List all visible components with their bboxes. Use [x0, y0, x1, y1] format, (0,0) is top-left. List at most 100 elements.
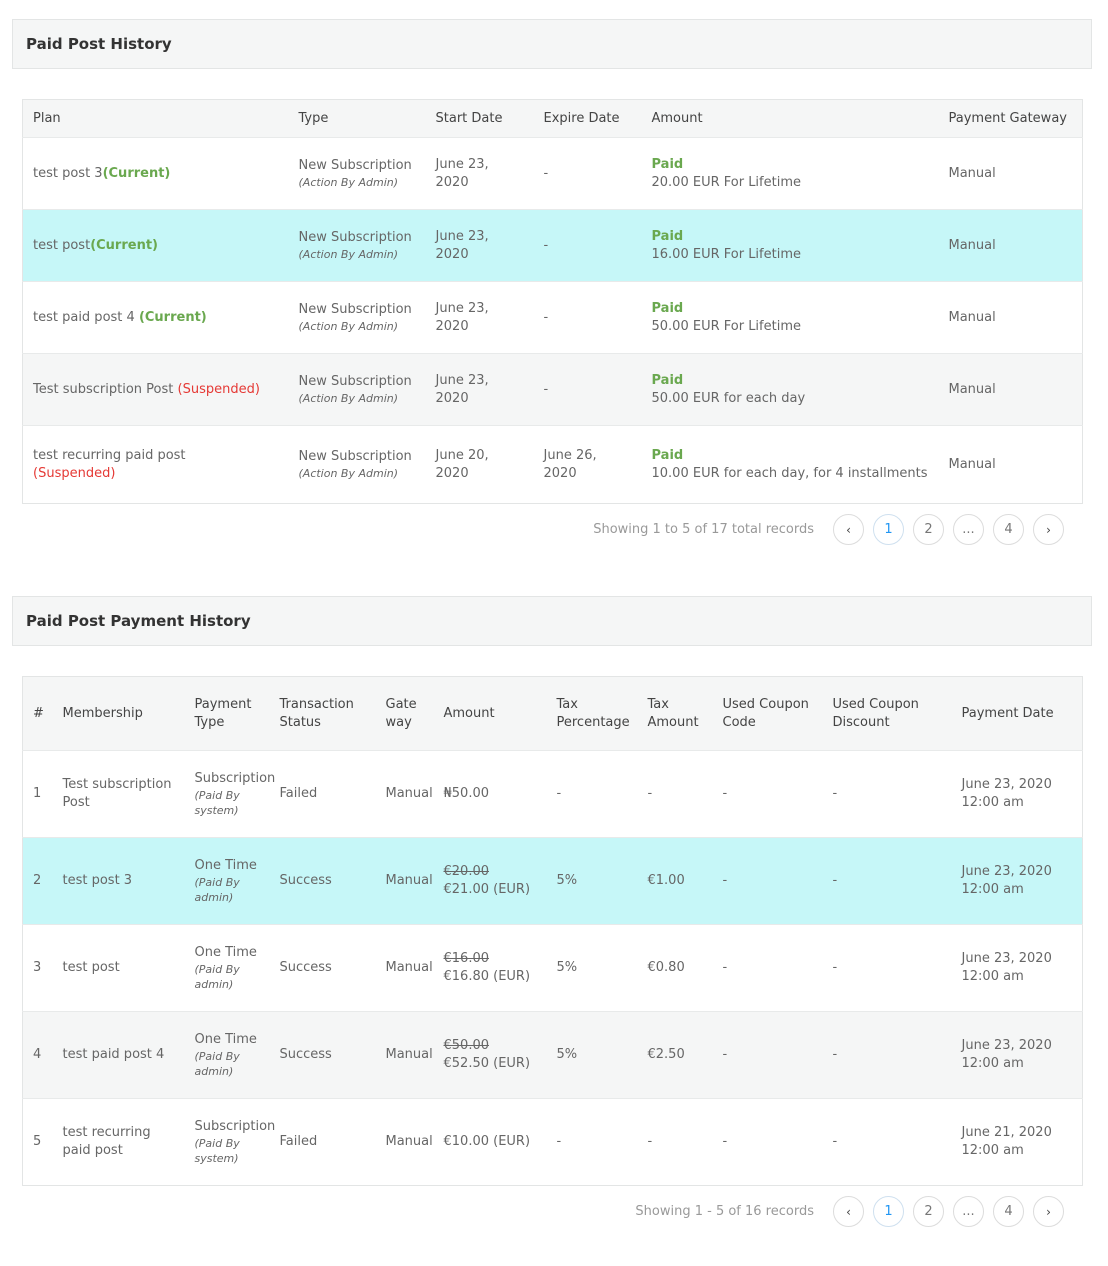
pagination-info: Showing 1 to 5 of 17 total records	[593, 522, 814, 537]
type-cell: New Subscription (Action By Admin)	[288, 281, 426, 354]
page-ellipsis-button[interactable]: ...	[953, 514, 984, 545]
gateway: Manual	[375, 924, 434, 1012]
start-date: June 23, 2020	[425, 137, 534, 210]
gateway: Manual	[938, 137, 1083, 210]
page-button-1[interactable]: 1	[873, 514, 904, 545]
tax-percentage: 5%	[546, 924, 638, 1012]
page-button-2[interactable]: 2	[913, 514, 944, 545]
plan-status-current: (Current)	[90, 237, 158, 253]
column-header-number: #	[22, 676, 53, 751]
prev-page-button[interactable]: ‹	[833, 1196, 864, 1227]
paid-post-history-table: Plan Type Start Date Expire Date Amount …	[22, 99, 1083, 504]
tax-percentage: -	[546, 750, 638, 838]
tax-amount: €0.80	[637, 924, 713, 1012]
page-button-2[interactable]: 2	[913, 1196, 944, 1227]
original-amount: €50.00	[443, 1038, 490, 1053]
amount-text: €52.50 (EUR)	[443, 1056, 531, 1071]
page-button-4[interactable]: 4	[993, 1196, 1024, 1227]
membership: test recurring paid post	[52, 1098, 185, 1186]
column-header-plan: Plan	[22, 99, 289, 138]
plan-status-current: (Current)	[138, 309, 207, 325]
amount-text: 50.00 EUR for each day	[651, 390, 806, 406]
membership: test paid post 4	[52, 1011, 185, 1099]
gateway: Manual	[938, 353, 1083, 426]
expire-date: -	[533, 137, 642, 210]
amount-cell: ₦50.00	[433, 750, 547, 838]
paid-label: Paid	[651, 156, 684, 172]
gateway: Manual	[375, 1098, 434, 1186]
tax-amount: -	[637, 750, 713, 838]
coupon-discount: -	[822, 924, 952, 1012]
amount-text: 20.00 EUR For Lifetime	[651, 174, 802, 190]
coupon-code: -	[712, 837, 823, 925]
payment-date: June 21, 2020 12:00 am	[951, 1098, 1083, 1186]
paid-label: Paid	[651, 372, 684, 388]
payment-type: One Time	[194, 945, 257, 960]
plan-status-suspended: (Suspended)	[33, 465, 116, 481]
plan-name: Test subscription Post	[33, 381, 178, 397]
paid-by-label: (Paid By system)	[194, 1137, 240, 1165]
history-pagination: Showing 1 to 5 of 17 total records ‹ 1 2…	[593, 514, 1064, 545]
table-row: test post(Current) New Subscription (Acti…	[22, 209, 1083, 282]
expire-date: -	[533, 353, 642, 426]
original-amount: €16.00	[443, 951, 490, 966]
amount-cell: €16.00 €16.80 (EUR)	[433, 924, 547, 1012]
paid-by-label: (Paid By system)	[194, 789, 240, 817]
column-header-payment-gateway: Payment Gateway	[938, 99, 1083, 138]
gateway: Manual	[938, 209, 1083, 282]
next-page-button[interactable]: ›	[1033, 514, 1064, 545]
paid-label: Paid	[651, 447, 684, 463]
row-number: 1	[22, 750, 53, 838]
amount-text: €21.00 (EUR)	[443, 882, 531, 897]
type-cell: New Subscription (Action By Admin)	[288, 209, 426, 282]
tax-percentage: 5%	[546, 1011, 638, 1099]
column-header-coupon-discount: Used Coupon Discount	[822, 676, 952, 751]
type-label: New Subscription	[298, 230, 412, 245]
payment-type: One Time	[194, 858, 257, 873]
amount-text: ₦50.00	[443, 786, 490, 801]
prev-page-button[interactable]: ‹	[833, 514, 864, 545]
table-row: 2 test post 3 One Time (Paid By admin) Su…	[22, 837, 1083, 925]
row-number: 3	[22, 924, 53, 1012]
action-by-label: (Action By Admin)	[298, 392, 399, 405]
gateway: Manual	[375, 837, 434, 925]
gateway: Manual	[938, 425, 1083, 504]
page-ellipsis-button[interactable]: ...	[953, 1196, 984, 1227]
amount-cell: Paid 20.00 EUR For Lifetime	[641, 137, 939, 210]
page-button-1[interactable]: 1	[873, 1196, 904, 1227]
paid-by-label: (Paid By admin)	[194, 876, 240, 904]
chevron-left-icon: ‹	[846, 1204, 851, 1219]
payment-history-table: # Membership Payment Type Transaction St…	[22, 676, 1083, 1186]
payment-type: Subscription	[194, 771, 276, 786]
coupon-code: -	[712, 1011, 823, 1099]
column-header-start-date: Start Date	[425, 99, 534, 138]
next-page-button[interactable]: ›	[1033, 1196, 1064, 1227]
plan-name: test post	[33, 237, 91, 253]
gateway: Manual	[375, 750, 434, 838]
payment-date: June 23, 2020 12:00 am	[951, 1011, 1083, 1099]
coupon-discount: -	[822, 1011, 952, 1099]
start-date: June 23, 2020	[425, 281, 534, 354]
start-date: June 23, 2020	[425, 353, 534, 426]
amount-text: €16.80 (EUR)	[443, 969, 531, 984]
payment-type-cell: One Time (Paid By admin)	[184, 1011, 270, 1099]
plan-cell: Test subscription Post (Suspended)	[22, 353, 289, 426]
pagination-info: Showing 1 - 5 of 16 records	[635, 1204, 814, 1219]
page-button-4[interactable]: 4	[993, 514, 1024, 545]
chevron-right-icon: ›	[1046, 522, 1051, 537]
table-row: 5 test recurring paid post Subscription (…	[22, 1098, 1083, 1186]
payment-date: June 23, 2020 12:00 am	[951, 837, 1083, 925]
coupon-discount: -	[822, 837, 952, 925]
row-number: 2	[22, 837, 53, 925]
original-amount: €20.00	[443, 864, 490, 879]
amount-text: 50.00 EUR For Lifetime	[651, 318, 802, 334]
table-header-row: Plan Type Start Date Expire Date Amount …	[22, 99, 1083, 138]
payment-type: One Time	[194, 1032, 257, 1047]
type-cell: New Subscription (Action By Admin)	[288, 137, 426, 210]
transaction-status: Success	[269, 924, 376, 1012]
membership: test post	[52, 924, 185, 1012]
type-label: New Subscription	[298, 374, 412, 389]
plan-cell: test post(Current)	[22, 209, 289, 282]
tax-amount: €2.50	[637, 1011, 713, 1099]
paid-post-history-title: Paid Post History	[12, 19, 1092, 69]
